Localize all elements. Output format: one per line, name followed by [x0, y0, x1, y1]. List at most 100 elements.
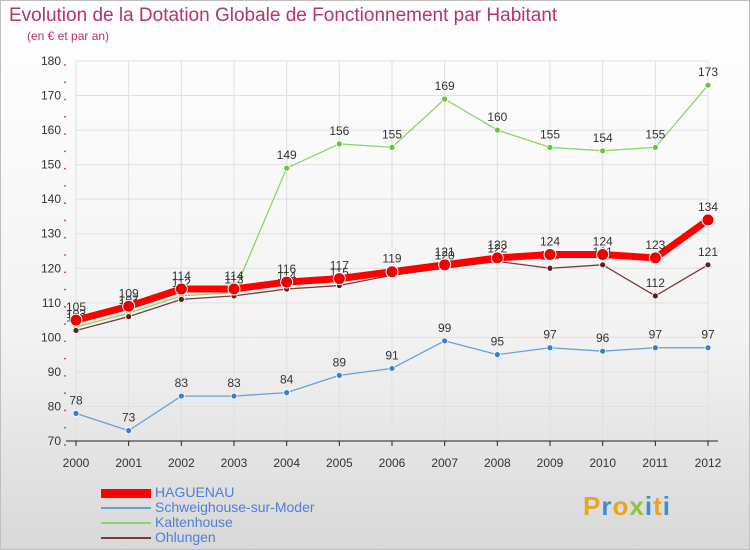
logo-letter: i	[644, 491, 654, 521]
y-tick-mark	[64, 236, 66, 239]
y-minor-tick-mark	[64, 254, 66, 256]
data-point	[335, 371, 343, 379]
y-minor-tick-mark	[64, 323, 66, 325]
x-tick-label: 2012	[695, 456, 722, 470]
y-tick-label: 140	[41, 192, 61, 206]
y-tick-mark	[64, 375, 66, 377]
data-point	[227, 282, 241, 296]
data-point	[125, 427, 133, 435]
data-point	[599, 347, 607, 355]
data-label: 114	[224, 269, 243, 283]
data-point	[72, 327, 80, 334]
y-tick-label: 70	[48, 434, 62, 448]
x-tick-label: 2007	[431, 456, 458, 470]
data-label: 97	[543, 328, 557, 342]
data-label: 155	[540, 127, 560, 141]
y-tick-label: 80	[48, 399, 62, 413]
x-tick-label: 2005	[326, 456, 353, 470]
y-tick-mark	[64, 271, 66, 274]
data-label: 155	[382, 127, 402, 141]
y-minor-tick-mark	[64, 150, 66, 153]
x-tick-label: 2002	[168, 456, 195, 470]
data-point	[122, 299, 136, 313]
data-point	[648, 251, 662, 265]
y-minor-tick-mark	[64, 219, 66, 222]
logo-letter: i	[662, 491, 671, 521]
y-tick-mark	[64, 444, 66, 446]
data-label: 124	[593, 234, 613, 248]
data-point	[704, 261, 712, 269]
data-label: 91	[385, 348, 399, 362]
logo-letter: x	[629, 491, 645, 521]
data-label: 112	[646, 276, 665, 290]
legend-item: HAGUENAU	[101, 484, 401, 500]
data-label: 83	[227, 376, 241, 390]
data-point	[701, 213, 715, 227]
logo-letter: o	[612, 491, 630, 521]
data-label: 121	[698, 245, 718, 259]
proxiti-logo: Proxiti	[583, 491, 671, 522]
data-label: 95	[491, 335, 505, 349]
data-point	[651, 143, 659, 151]
data-label: 155	[645, 127, 665, 141]
data-label: 123	[487, 238, 507, 252]
data-point	[388, 143, 396, 151]
data-point	[283, 389, 291, 397]
data-point	[385, 265, 399, 279]
y-minor-tick-mark	[64, 81, 66, 84]
data-point	[280, 275, 294, 289]
y-tick-label: 180	[41, 54, 61, 68]
data-label: 117	[330, 259, 349, 273]
data-point	[596, 247, 610, 261]
legend-swatch	[101, 522, 151, 524]
y-tick-label: 130	[41, 227, 61, 241]
data-label: 121	[435, 245, 455, 259]
data-label: 169	[435, 79, 455, 93]
data-point	[174, 282, 188, 296]
y-tick-mark	[64, 202, 66, 205]
data-point	[332, 272, 346, 286]
data-label: 156	[329, 124, 349, 138]
y-minor-tick-mark	[64, 392, 66, 395]
y-minor-tick-mark	[64, 426, 66, 429]
data-label: 120	[435, 248, 455, 262]
data-point	[72, 409, 80, 417]
legend-swatch	[101, 537, 151, 539]
data-point	[704, 344, 712, 352]
data-point	[651, 344, 659, 352]
x-axis: 2000 2001 2002 2003 2004 2005 2006 2007 2008 2009…	[63, 441, 722, 470]
data-point	[335, 140, 343, 148]
x-tick-label: 2010	[589, 456, 616, 470]
data-point	[441, 95, 449, 103]
data-label: 97	[649, 328, 663, 342]
data-label: 96	[596, 331, 610, 345]
legend-swatch	[101, 488, 151, 498]
legend-swatch	[101, 507, 151, 509]
x-tick-label: 2000	[63, 456, 90, 470]
y-tick-label: 160	[41, 123, 61, 137]
y-tick-label: 170	[41, 89, 61, 103]
x-tick-label: 2011	[642, 456, 668, 470]
legend-label: HAGUENAU	[155, 484, 235, 500]
data-point	[546, 143, 554, 151]
data-point	[388, 365, 396, 372]
y-tick-mark	[64, 133, 66, 135]
data-label: 84	[280, 373, 294, 387]
data-point	[546, 264, 554, 272]
legend-item: Kaltenhouse	[101, 514, 401, 530]
legend-item: Schweighouse-sur-Moder	[101, 499, 401, 515]
y-tick-label: 110	[42, 296, 61, 310]
y-tick-mark	[64, 409, 66, 412]
x-tick-label: 2006	[379, 456, 406, 470]
data-label: 113	[224, 272, 243, 286]
data-label: 99	[438, 321, 452, 335]
data-label: 78	[69, 393, 83, 407]
chart-title: Evolution de la Dotation Globale de Fonc…	[9, 5, 558, 26]
y-tick-label: 150	[41, 158, 61, 172]
legend-item: Ohlungen	[101, 529, 401, 545]
data-point	[543, 247, 557, 261]
y-tick-mark	[64, 98, 66, 101]
data-label: 114	[172, 269, 191, 283]
data-point	[69, 313, 83, 327]
logo-letter: P	[583, 491, 602, 521]
